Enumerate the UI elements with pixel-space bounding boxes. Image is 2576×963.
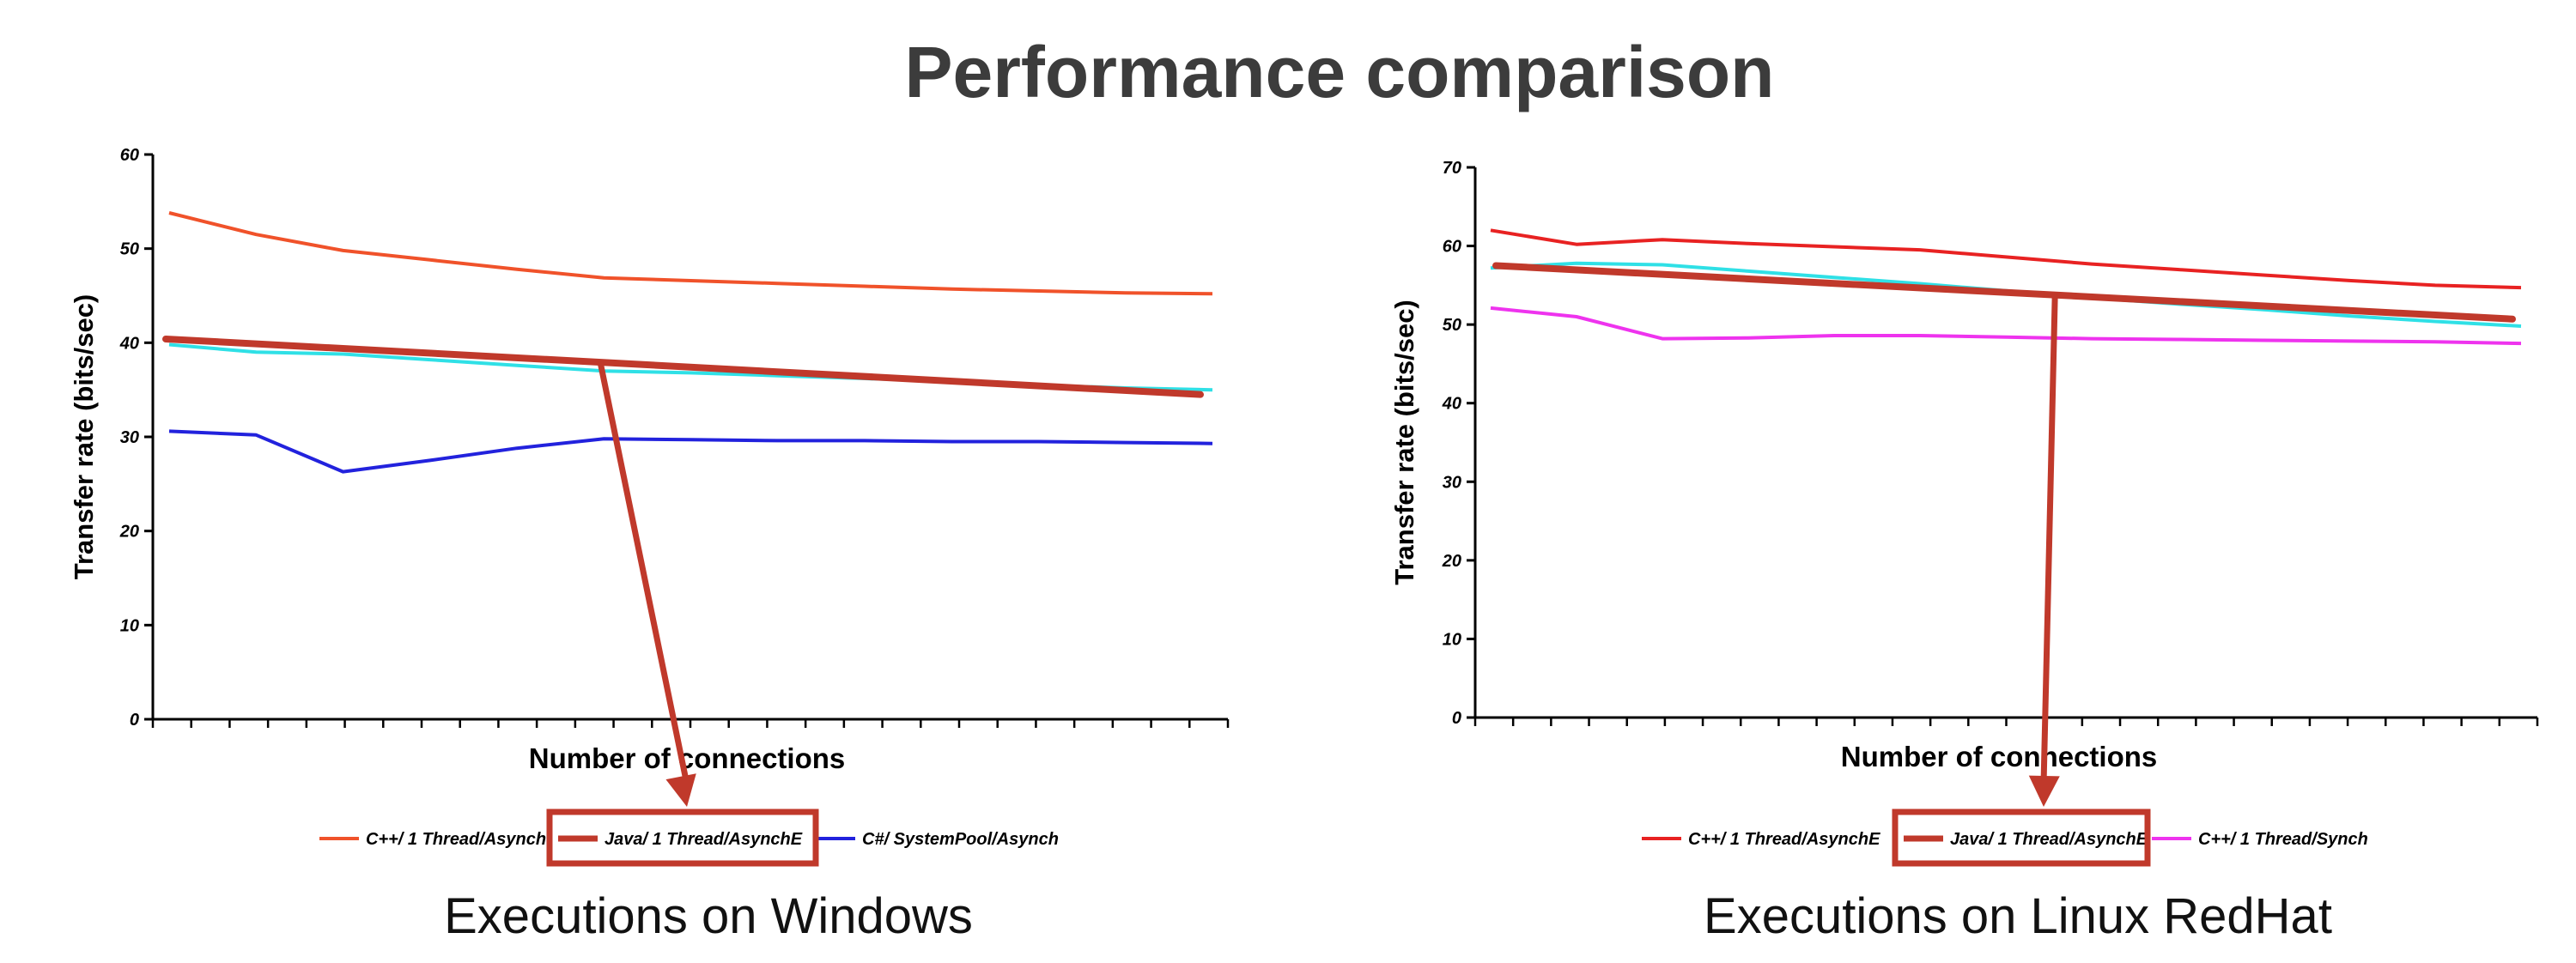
y-tick-label: 70 (1443, 159, 1461, 178)
annotation-arrow-head (2028, 775, 2060, 807)
x-axis-label: Number of connections (529, 742, 846, 774)
legend-label-1: C++/ 1 Thread/AsynchE (1688, 830, 1880, 849)
legend-label-3: C++/ 1 Thread/Synch (2198, 830, 2368, 849)
series-line-1 (1490, 228, 2522, 290)
y-tick-label: 0 (130, 711, 139, 730)
y-tick-label: 10 (120, 616, 139, 635)
y-axis-label: Transfer rate (bits/sec) (1389, 300, 1419, 585)
legend-highlight-box (1892, 809, 2151, 867)
y-tick-label: 50 (1443, 316, 1461, 335)
y-tick-label: 30 (120, 428, 139, 447)
y-tick-label: 20 (1442, 552, 1461, 571)
legend-label-2: Java/ 1 Thread/AsynchE (605, 830, 803, 849)
chart-windows: 0 10 20 30 40 50 60 Transfer rate (bits/sec) Num… (69, 146, 1230, 867)
chart-linux: 0 10 20 30 40 50 60 70 Transfer rate (bits/sec) N… (1389, 159, 2539, 867)
series-line-1 (168, 211, 1213, 296)
y-tick-label: 60 (120, 146, 139, 165)
y-tick-label: 0 (1452, 709, 1461, 728)
legend-highlight-box (546, 809, 819, 867)
legend-label-3: C#/ SystemPool/Asynch (862, 830, 1059, 849)
y-tick-label: 60 (1443, 238, 1461, 257)
y-tick-label: 50 (120, 240, 139, 259)
y-tick-label: 10 (1443, 630, 1461, 649)
series-line-3 (168, 429, 1213, 474)
slide-title: Performance comparison (904, 32, 1775, 112)
annotation-trend-line (1492, 262, 2516, 323)
y-tick-label: 20 (119, 523, 139, 542)
annotation-arrow-shaft (597, 361, 690, 785)
x-axis-label: Number of connections (1841, 741, 2158, 772)
y-tick-label: 40 (1442, 395, 1461, 414)
y-tick-label: 30 (1443, 473, 1461, 492)
y-axis-label: Transfer rate (bits/sec) (69, 294, 99, 580)
legend-label-1: C++/ 1 Thread/Asynch (366, 830, 546, 849)
legend-label-2: Java/ 1 Thread/AsynchE (1950, 830, 2148, 849)
annotation-arrow-shaft (2040, 294, 2058, 785)
annotation-trend-line (162, 335, 1204, 398)
caption-linux: Executions on Linux RedHat (1704, 888, 2332, 944)
series-line-3 (1490, 306, 2522, 346)
y-tick-label: 40 (119, 334, 139, 353)
annotation-arrow-head (665, 773, 696, 807)
caption-windows: Executions on Windows (444, 888, 973, 944)
